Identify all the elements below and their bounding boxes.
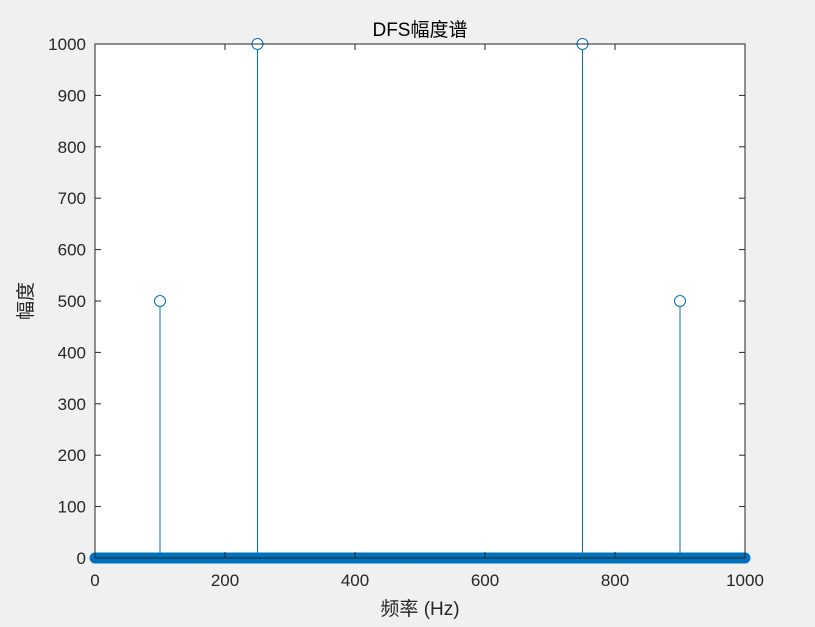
plot-area: [95, 44, 745, 558]
y-tick-label: 200: [58, 446, 86, 465]
y-tick-label: 400: [58, 343, 86, 362]
x-tick-label: 1000: [726, 571, 764, 590]
chart-title: DFS幅度谱: [372, 19, 467, 41]
x-tick-label: 0: [90, 571, 99, 590]
y-tick-label: 600: [58, 241, 86, 260]
y-tick-label: 500: [58, 292, 86, 311]
x-tick-label: 400: [341, 571, 369, 590]
x-axis-ticks: 0 200 400 600 800 1000: [90, 44, 764, 590]
y-tick-label: 700: [58, 189, 86, 208]
y-axis-ticks: 0 100 200 300 400 500 600 700 800 900 1000: [48, 35, 745, 568]
y-tick-label: 900: [58, 86, 86, 105]
y-tick-label: 300: [58, 395, 86, 414]
x-tick-label: 800: [601, 571, 629, 590]
stem-marker: [674, 295, 686, 307]
stem-marker: [154, 295, 166, 307]
y-axis-title: 幅度: [15, 282, 37, 320]
x-axis-title: 频率 (Hz): [380, 598, 459, 620]
y-tick-label: 0: [77, 549, 86, 568]
stem-lines: [159, 44, 681, 558]
x-tick-label: 200: [211, 571, 239, 590]
y-tick-label: 1000: [48, 35, 86, 54]
y-tick-label: 100: [58, 498, 86, 517]
x-tick-label: 600: [471, 571, 499, 590]
y-tick-label: 800: [58, 138, 86, 157]
